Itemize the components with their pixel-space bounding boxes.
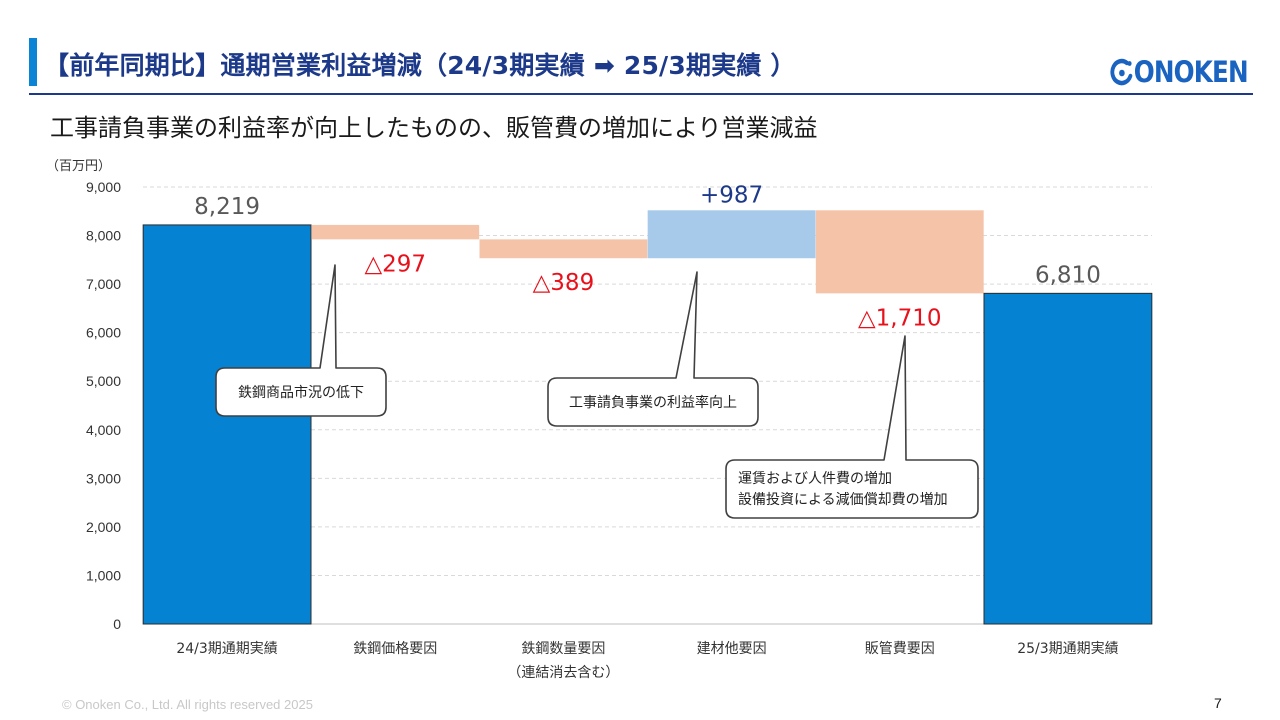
title-accent-bar — [29, 38, 37, 86]
decrease-bar — [815, 210, 984, 294]
y-tick-label: 4,000 — [86, 422, 121, 438]
data-label: △389 — [533, 270, 595, 296]
total-bar — [142, 224, 312, 625]
copyright-notice: © Onoken Co., Ltd. All rights reserved 2… — [62, 697, 313, 712]
callout-bubble — [725, 335, 979, 519]
x-tick-label: 25/3期通期実績 — [1017, 641, 1118, 657]
x-tick-label: 販管費要因 — [865, 641, 935, 657]
x-tick-label: 鉄鋼価格要因 — [353, 641, 437, 657]
callout-text: 設備投資による減価償却費の増加 — [738, 491, 948, 508]
increase-bar — [647, 210, 816, 259]
y-tick-label: 5,000 — [86, 373, 121, 389]
title-divider — [29, 93, 1253, 95]
data-label: +987 — [700, 182, 763, 208]
data-label: △297 — [364, 251, 426, 277]
y-tick-label: 2,000 — [86, 519, 121, 535]
page-number: 7 — [1214, 695, 1222, 711]
callout-text: 鉄鋼商品市況の低下 — [238, 384, 364, 401]
y-axis-unit-label: （百万円） — [46, 159, 111, 174]
logo-text: ONOKEN — [1133, 55, 1249, 89]
y-tick-label: 3,000 — [86, 470, 121, 486]
callout-bubble — [215, 264, 387, 417]
data-label: 8,219 — [194, 194, 260, 220]
y-tick-label: 8,000 — [86, 228, 121, 244]
total-bar — [983, 292, 1153, 625]
callout-text: 工事請負事業の利益率向上 — [569, 394, 737, 411]
page-title: 【前年同期比】通期営業利益増減（24/3期実績 ➡ 25/3期実績 ） — [44, 51, 796, 80]
callout-text: 運賃および人件費の増加 — [738, 471, 892, 487]
y-tick-label: 1,000 — [86, 567, 121, 583]
decrease-bar — [311, 224, 480, 240]
data-label: △1,710 — [858, 305, 942, 331]
x-tick-label: 建材他要因 — [697, 641, 767, 657]
x-tick-sublabel: （連結消去含む） — [507, 665, 619, 681]
page-subtitle: 工事請負事業の利益率が向上したものの、販管費の増加により営業減益 — [50, 114, 818, 142]
data-label: 6,810 — [1035, 262, 1101, 288]
y-tick-label: 6,000 — [86, 325, 121, 341]
y-tick-label: 0 — [113, 616, 121, 632]
decrease-bar — [479, 239, 648, 259]
logo-mark-icon — [1110, 58, 1133, 86]
y-tick-label: 9,000 — [86, 179, 121, 195]
y-tick-label: 7,000 — [86, 276, 121, 292]
x-tick-label: 24/3期通期実績 — [176, 641, 277, 657]
company-logo: ONOKEN — [1110, 55, 1249, 89]
x-tick-label: 鉄鋼数量要因 — [521, 641, 605, 657]
callout-bubble — [547, 271, 759, 427]
